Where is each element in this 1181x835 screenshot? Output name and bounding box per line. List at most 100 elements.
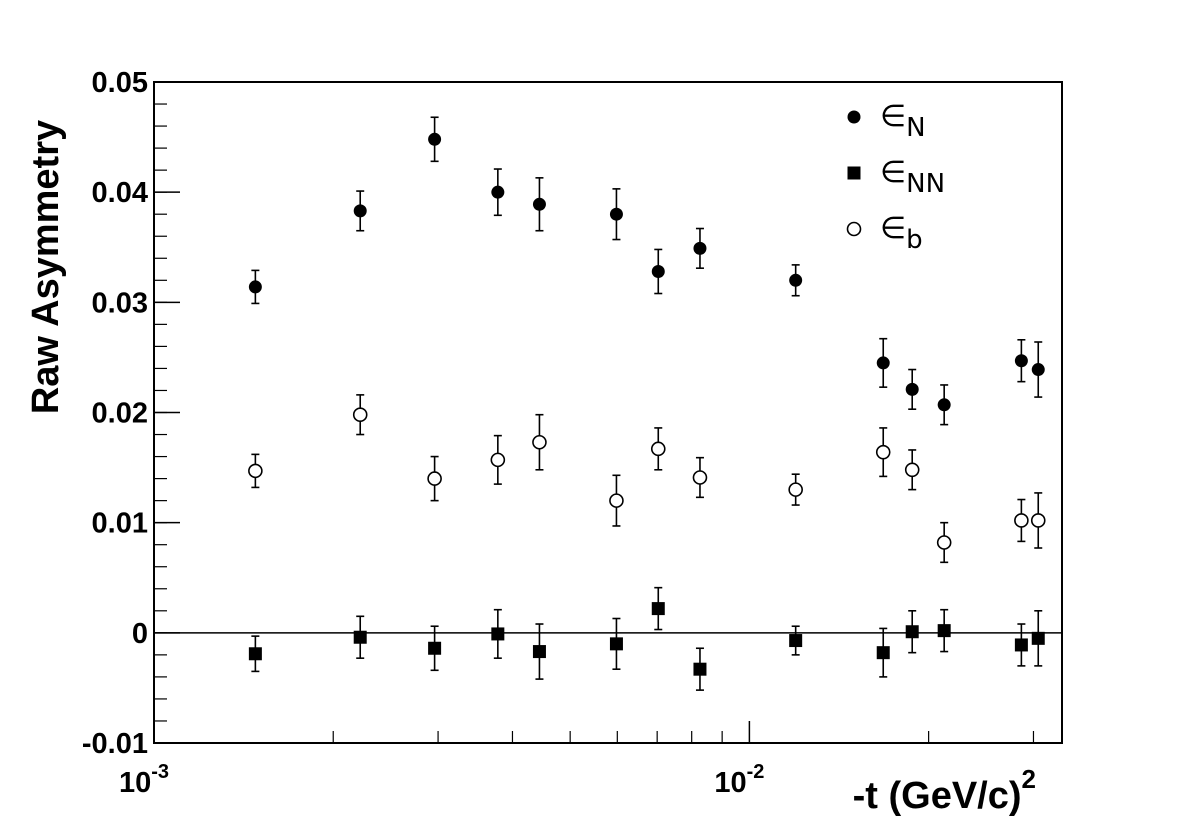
data-point [875, 427, 891, 478]
marker-filled-square [651, 602, 665, 616]
data-point [937, 608, 951, 653]
marker-open-circle [609, 493, 624, 508]
data-point [1031, 341, 1045, 398]
marker-open-circle [650, 441, 666, 457]
x-tick-exponent: -3 [151, 761, 169, 783]
marker-filled-circle [491, 185, 505, 199]
data-point [353, 615, 367, 659]
data-point [936, 521, 952, 564]
legend-subscript: NN [906, 169, 945, 199]
y-tick-label: 0.01 [92, 508, 148, 540]
data-point [353, 190, 367, 232]
series-n [248, 116, 1045, 426]
marker-filled-square [1031, 631, 1045, 645]
marker-filled-square [532, 645, 546, 659]
marker-open-circle [788, 482, 803, 497]
marker-filled-circle [651, 264, 665, 278]
marker-filled-square [789, 634, 803, 648]
marker-filled-square [609, 637, 623, 651]
data-series [248, 116, 1046, 691]
marker-filled-circle [905, 382, 919, 396]
marker-filled-circle [609, 207, 623, 221]
marker-filled-square [693, 662, 707, 676]
y-tick-label: 0.03 [92, 287, 148, 319]
marker-open-circle [904, 462, 920, 478]
marker-open-circle [692, 470, 708, 485]
legend-symbol: ∈ [880, 155, 906, 190]
data-point [937, 384, 951, 426]
data-point [352, 394, 368, 436]
data-point [427, 455, 442, 502]
y-tick-label: 0.02 [92, 398, 148, 430]
marker-open-circle [490, 452, 506, 468]
marker-filled-circle [693, 241, 707, 255]
data-point [789, 625, 803, 656]
x-tick-label: 10-3 [119, 761, 169, 799]
data-point [650, 427, 666, 471]
marker-open-circle [1014, 513, 1029, 528]
marker-filled-circle [1031, 363, 1045, 377]
x-tick-exponent: -2 [747, 761, 765, 783]
marker-filled-circle [847, 110, 861, 124]
data-point [490, 434, 506, 485]
y-tick-label: -0.01 [82, 728, 148, 760]
marker-filled-square [847, 166, 861, 180]
data-point [788, 473, 803, 506]
marker-filled-square [248, 647, 262, 661]
y-tick-label: 0.05 [92, 67, 148, 99]
data-point [651, 248, 665, 295]
data-point [692, 456, 708, 499]
marker-filled-circle [789, 273, 803, 287]
x-tick-base: 10 [714, 767, 746, 799]
legend-entry-b: ∈b [846, 211, 923, 255]
marker-open-circle [936, 535, 952, 550]
marker-open-circle [248, 463, 263, 479]
data-point [693, 647, 707, 691]
legend-subscript: N [906, 113, 925, 143]
data-point [876, 627, 890, 678]
legend: ∈N∈NN∈b [846, 99, 945, 255]
data-point [1031, 609, 1045, 667]
data-point [1014, 498, 1029, 543]
data-point [248, 269, 262, 305]
data-point [789, 264, 803, 297]
data-point [491, 608, 505, 659]
legend-entry-nn: ∈NN [847, 155, 945, 199]
marker-filled-circle [353, 204, 367, 218]
marker-filled-circle [876, 356, 890, 370]
data-point [905, 368, 919, 410]
x-axis-title-main: -t (GeV/c) [853, 775, 1022, 817]
marker-open-circle [532, 434, 547, 450]
marker-open-circle [427, 471, 442, 486]
data-point [532, 413, 547, 471]
legend-entry-n: ∈N [847, 99, 926, 143]
data-point [904, 449, 920, 491]
x-tick-label: 10-2 [714, 761, 764, 799]
data-point [609, 474, 624, 527]
legend-symbol: ∈ [880, 211, 906, 246]
y-tick-labels: -0.01 0 0.01 0.02 0.03 0.04 0.05 [82, 67, 148, 760]
marker-filled-square [1014, 638, 1028, 652]
data-point [1014, 623, 1028, 667]
marker-open-circle [846, 221, 862, 237]
y-axis-title: Raw Asymmetry [25, 120, 67, 414]
data-point [428, 116, 442, 163]
marker-filled-square [905, 625, 919, 639]
legend-label: ∈NN [880, 155, 945, 199]
data-point [609, 617, 623, 670]
marker-filled-square [876, 646, 890, 660]
marker-open-circle [875, 444, 891, 460]
marker-filled-square [937, 624, 951, 638]
data-point [1030, 492, 1046, 549]
marker-filled-circle [937, 398, 951, 412]
data-point [532, 623, 546, 680]
marker-filled-circle [1014, 354, 1028, 368]
data-point [651, 586, 665, 631]
marker-filled-square [491, 627, 505, 641]
x-axis-title-exponent: 2 [1022, 764, 1036, 794]
data-point [532, 177, 546, 232]
x-tick-labels: 10-3 10-2 [119, 761, 764, 799]
marker-open-circle [352, 407, 368, 423]
data-point [693, 227, 707, 269]
